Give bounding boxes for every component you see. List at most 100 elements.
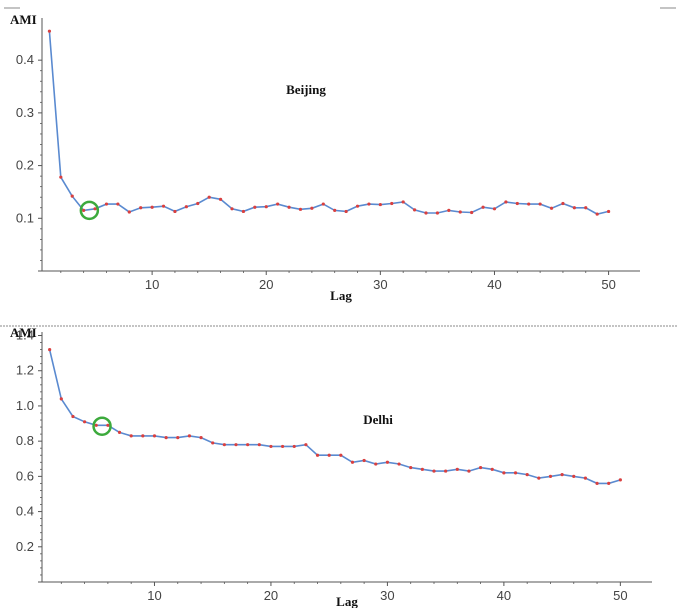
x-tick-label: 40: [487, 277, 501, 292]
data-point: [230, 207, 234, 211]
data-point: [385, 460, 390, 464]
data-point: [59, 397, 63, 401]
y-tick-label: 0.1: [16, 210, 34, 225]
data-point: [481, 205, 485, 209]
series-line: [48, 349, 621, 485]
data-point: [444, 469, 448, 473]
data-point: [492, 207, 497, 211]
y-axis-label: AMI: [10, 325, 37, 340]
data-point: [116, 202, 120, 206]
y-tick-label: 1.0: [16, 398, 34, 413]
y-tick-label: 0.4: [16, 504, 34, 519]
x-tick-label: 50: [613, 588, 627, 603]
data-point: [350, 460, 355, 464]
y-tick-label: 1.4: [16, 328, 34, 343]
data-point: [618, 478, 622, 482]
data-point: [117, 430, 122, 434]
data-point: [560, 473, 564, 477]
y-tick-label: 0.8: [16, 433, 34, 448]
data-point: [196, 201, 200, 206]
data-point: [82, 208, 86, 212]
data-point: [269, 444, 273, 449]
data-point: [234, 443, 238, 447]
chart-title: Beijing: [286, 82, 326, 97]
x-tick-label: 40: [497, 588, 511, 603]
data-point: [527, 202, 531, 206]
data-point: [315, 453, 320, 457]
data-point: [141, 434, 145, 438]
data-point: [59, 175, 63, 179]
data-point: [515, 201, 519, 206]
data-point: [504, 200, 508, 204]
data-point: [572, 474, 576, 478]
data-point: [257, 443, 261, 447]
data-point: [409, 465, 413, 470]
data-point: [276, 202, 280, 206]
data-point: [435, 211, 440, 215]
data-point: [139, 206, 143, 210]
data-point: [207, 195, 211, 199]
data-point: [246, 443, 250, 447]
data-point: [253, 205, 257, 209]
data-point: [561, 201, 565, 206]
y-tick-label: 0.2: [16, 539, 34, 554]
x-tick-label: 50: [601, 277, 615, 292]
data-point: [176, 436, 180, 440]
data-point: [161, 204, 166, 208]
data-point: [412, 208, 417, 212]
data-point: [583, 476, 588, 480]
data-point: [94, 423, 98, 427]
data-point: [595, 212, 599, 216]
x-tick-label: 10: [145, 277, 159, 292]
data-point: [222, 443, 226, 447]
data-point: [164, 436, 168, 440]
data-point: [549, 206, 554, 210]
data-point: [187, 434, 192, 438]
data-point: [333, 208, 337, 212]
data-point: [70, 194, 74, 198]
data-point: [548, 474, 553, 478]
delhi-panel: 0.2 0.4 0.6 0.8 1.0 1.2 1.4 10 20 30 40 50 AMI Lag Del…: [10, 325, 652, 608]
data-point: [362, 458, 366, 463]
data-point: [106, 423, 110, 427]
data-point: [310, 206, 314, 210]
data-point: [241, 209, 246, 214]
data-point: [490, 467, 494, 471]
data-point: [390, 201, 394, 206]
data-point: [127, 210, 131, 214]
data-point: [432, 469, 436, 473]
series-line: [48, 31, 609, 215]
data-point: [467, 469, 471, 473]
data-point: [584, 206, 588, 210]
data-point: [607, 481, 611, 486]
x-axis-label: Lag: [330, 288, 352, 303]
x-tick-label: 20: [264, 588, 278, 603]
data-point: [71, 414, 75, 419]
x-tick-label: 30: [380, 588, 394, 603]
data-point: [199, 436, 203, 440]
y-axis-label: AMI: [10, 12, 37, 27]
data-point: [264, 205, 268, 209]
data-point: [572, 206, 576, 210]
data-point: [344, 209, 348, 214]
y-tick-label: 0.6: [16, 468, 34, 483]
x-tick-label: 10: [147, 588, 161, 603]
data-point: [378, 202, 382, 207]
chart-title: Delhi: [363, 412, 393, 427]
data-point: [321, 202, 325, 206]
y-tick-label: 0.4: [16, 52, 34, 67]
x-axis-label: Lag: [336, 594, 358, 608]
data-point: [447, 208, 451, 212]
x-tick-label: 20: [259, 277, 273, 292]
data-point: [287, 205, 291, 209]
data-point: [304, 443, 308, 447]
y-tick-label: 0.2: [16, 158, 34, 173]
x-tick-label: 30: [373, 277, 387, 292]
data-point: [502, 471, 506, 475]
data-point: [82, 420, 87, 424]
data-point: [184, 205, 188, 209]
data-point: [525, 473, 529, 477]
data-point: [48, 348, 52, 352]
data-point: [339, 453, 343, 457]
